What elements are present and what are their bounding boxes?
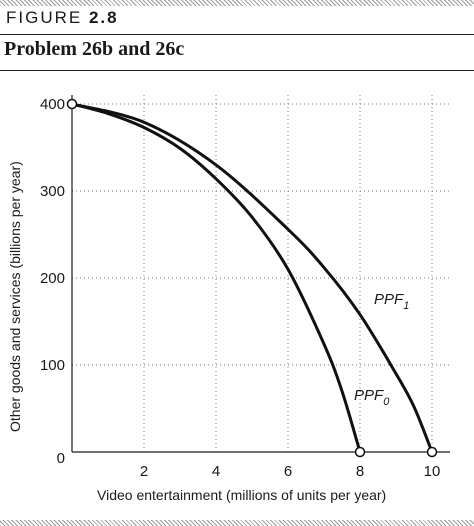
data-point [354, 446, 366, 458]
series-line-ppf1 [71, 102, 434, 453]
y-tick-label: 0 [57, 450, 65, 467]
bottom-border [0, 520, 474, 526]
x-tick-label: 8 [356, 463, 364, 480]
figure-title: Problem 26b and 26c [4, 38, 185, 60]
y-tick-labels: 0 100 200 300 400 [40, 96, 65, 467]
figure-prefix: FIGURE [6, 8, 83, 27]
x-tick-label: 6 [284, 463, 292, 480]
x-tick-label: 4 [212, 463, 220, 480]
title-rule-bottom [0, 70, 474, 71]
grid [72, 95, 450, 452]
figure-label: FIGURE 2.8 [6, 8, 119, 28]
axes [71, 95, 450, 453]
series-line-ppf0 [71, 102, 362, 453]
ppf1-label: PPF1 [374, 291, 409, 312]
data-point [426, 446, 438, 458]
x-tick-labels: 2 4 6 8 10 [140, 463, 441, 480]
y-tick-label: 300 [40, 183, 65, 200]
points [66, 98, 438, 458]
curves [71, 102, 434, 453]
data-point [66, 98, 78, 110]
y-tick-label: 400 [40, 96, 65, 113]
ppf0-label: PPF0 [354, 387, 390, 408]
x-tick-label: 2 [140, 463, 148, 480]
title-rule-top [0, 34, 474, 35]
top-border [0, 0, 474, 6]
figure-number: 2.8 [88, 8, 119, 27]
x-axis-title: Video entertainment (millions of units p… [97, 487, 386, 503]
y-tick-label: 200 [40, 270, 65, 287]
x-tick-label: 10 [424, 463, 441, 480]
y-tick-label: 100 [40, 357, 65, 374]
y-axis-title: Other goods and services (billions per y… [7, 161, 23, 432]
